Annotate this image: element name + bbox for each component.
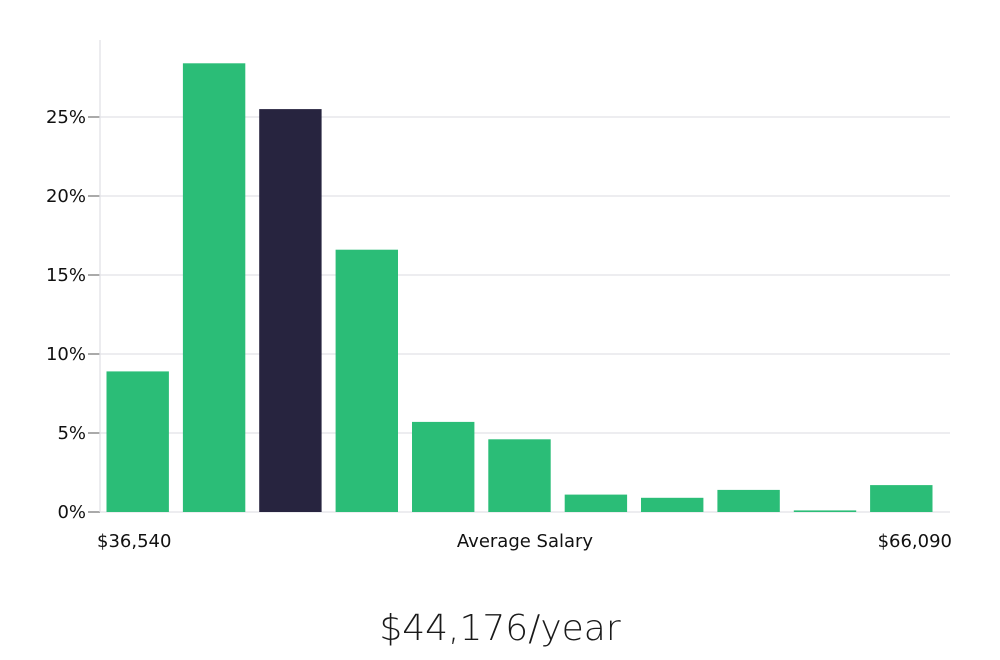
y-tick-label: 5% bbox=[57, 423, 86, 444]
bar bbox=[488, 439, 551, 512]
y-axis-ticks: 0% 5% 10% 15% 20% 25% bbox=[46, 107, 100, 523]
bars bbox=[106, 63, 933, 513]
bar-highlighted bbox=[259, 109, 322, 512]
bar bbox=[106, 371, 169, 512]
x-min-label: $36,540 bbox=[97, 531, 171, 552]
y-tick-label: 15% bbox=[46, 265, 86, 286]
bar bbox=[641, 497, 704, 512]
y-tick-label: 0% bbox=[57, 502, 86, 523]
bar bbox=[717, 489, 780, 512]
x-max-label: $66,090 bbox=[878, 531, 952, 552]
bar bbox=[412, 421, 475, 512]
bar bbox=[182, 63, 246, 513]
y-tick-label: 10% bbox=[46, 344, 86, 365]
bar bbox=[870, 485, 933, 512]
bar bbox=[335, 249, 398, 512]
y-tick-label: 20% bbox=[46, 186, 86, 207]
bar bbox=[564, 494, 628, 512]
salary-histogram: 0%5%10%15%20%25% $36,540 Average Salary … bbox=[46, 40, 952, 552]
y-tick-label: 25% bbox=[46, 107, 86, 128]
bar bbox=[793, 510, 857, 512]
x-axis-title: Average Salary bbox=[457, 531, 594, 552]
average-salary-headline: $44,176/year bbox=[379, 608, 621, 649]
